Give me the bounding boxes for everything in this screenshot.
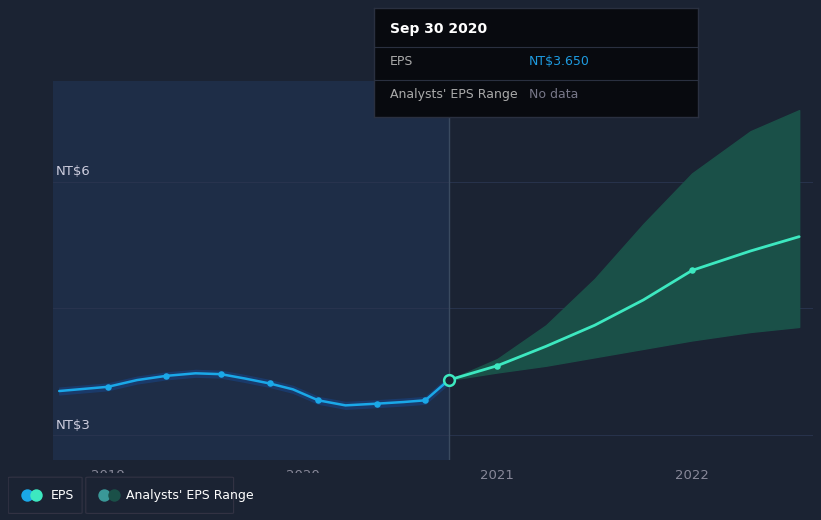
Text: Analysts' EPS Range: Analysts' EPS Range bbox=[126, 489, 254, 502]
Point bbox=[370, 399, 383, 408]
Point bbox=[491, 361, 504, 370]
Point bbox=[21, 491, 34, 499]
Text: EPS: EPS bbox=[51, 489, 74, 502]
Point bbox=[312, 396, 325, 405]
Point bbox=[101, 383, 114, 391]
Text: NT$3.650: NT$3.650 bbox=[530, 55, 590, 68]
Text: EPS: EPS bbox=[390, 55, 413, 68]
FancyBboxPatch shape bbox=[8, 477, 82, 513]
Bar bbox=[53, 81, 448, 460]
Point bbox=[263, 379, 276, 387]
FancyBboxPatch shape bbox=[86, 477, 234, 513]
Text: NT$3: NT$3 bbox=[55, 419, 90, 432]
Text: Sep 30 2020: Sep 30 2020 bbox=[390, 22, 487, 36]
Text: Analysts' EPS Range: Analysts' EPS Range bbox=[390, 87, 517, 100]
Point bbox=[160, 372, 173, 380]
Text: NT$6: NT$6 bbox=[55, 165, 90, 178]
Text: Actual: Actual bbox=[399, 102, 441, 115]
Text: Analysts Forecasts: Analysts Forecasts bbox=[456, 102, 580, 115]
Point bbox=[686, 266, 699, 275]
Text: No data: No data bbox=[530, 87, 579, 100]
Point bbox=[107, 491, 120, 499]
Point bbox=[442, 376, 455, 384]
Point bbox=[419, 396, 432, 405]
Point bbox=[98, 491, 111, 499]
Point bbox=[30, 491, 43, 499]
Point bbox=[214, 370, 227, 379]
